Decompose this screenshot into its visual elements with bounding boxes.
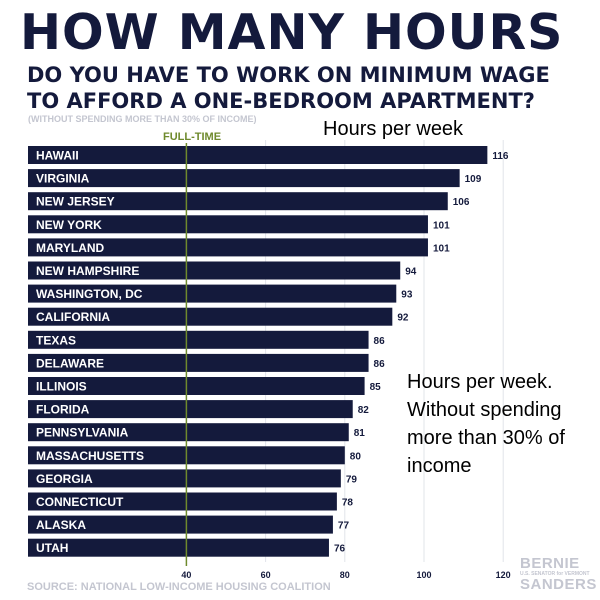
income-note: (WITHOUT SPENDING MORE THAN 30% OF INCOM…	[28, 114, 257, 124]
bar	[28, 261, 401, 280]
logo-name-top: BERNIE	[520, 555, 580, 572]
bar-category-label: NEW JERSEY	[36, 195, 115, 209]
bar-category-label: NEW HAMPSHIRE	[36, 264, 139, 278]
bar	[28, 192, 448, 211]
bar-value-label: 94	[405, 267, 417, 278]
bar	[28, 330, 369, 349]
x-tick-label: 120	[496, 570, 511, 580]
bar-category-label: NEW YORK	[36, 218, 102, 232]
bar-value-label: 76	[334, 544, 346, 555]
bar-value-label: 78	[342, 498, 354, 509]
bar-value-label: 109	[465, 174, 482, 185]
bar-value-label: 86	[374, 336, 386, 347]
x-tick-label: 80	[340, 570, 350, 580]
bar	[28, 307, 393, 326]
bar-category-label: HAWAII	[36, 149, 79, 163]
bar-value-label: 86	[374, 359, 386, 370]
chart-subtitle-line-2: TO AFFORD A ONE-BEDROOM APARTMENT?	[27, 89, 535, 113]
bar-value-label: 82	[358, 405, 370, 416]
side-annotation: Hours per week. Without spending more th…	[407, 371, 565, 477]
bar-value-label: 79	[346, 474, 358, 485]
source-credit: SOURCE: NATIONAL LOW-INCOME HOUSING COAL…	[27, 581, 331, 593]
bar-category-label: WASHINGTON, DC	[36, 287, 143, 301]
bar-category-label: ILLINOIS	[36, 380, 87, 394]
x-tick-label: 60	[261, 570, 271, 580]
bar	[28, 492, 337, 511]
bar-category-label: CONNECTICUT	[36, 495, 124, 509]
logo-tagline: U.S. SENATOR for VERMONT	[520, 571, 590, 577]
bar-category-label: UTAH	[36, 541, 68, 555]
chart-subtitle-line-1: DO YOU HAVE TO WORK ON MINIMUM WAGE	[27, 63, 550, 87]
bar	[28, 284, 397, 303]
bar-category-label: MARYLAND	[36, 241, 105, 255]
bar-value-label: 80	[350, 451, 362, 462]
bar-category-label: FLORIDA	[36, 403, 90, 417]
bar-value-label: 101	[433, 243, 450, 254]
bar	[28, 400, 353, 419]
bar-category-label: GEORGIA	[36, 472, 93, 486]
hours-per-week-annotation: Hours per week	[323, 118, 464, 140]
bar	[28, 515, 333, 534]
bar	[28, 377, 365, 395]
bar	[28, 238, 428, 257]
bar-value-label: 85	[370, 382, 382, 393]
bar-value-label: 101	[433, 220, 450, 231]
bernie-sanders-logo: BERNIE U.S. SENATOR for VERMONT SANDERS	[520, 556, 596, 592]
bar	[28, 353, 369, 372]
bar-category-label: TEXAS	[36, 333, 76, 347]
bar	[28, 469, 341, 488]
bar-value-label: 92	[397, 313, 409, 324]
bar-value-label: 106	[453, 197, 470, 208]
bar	[28, 146, 488, 164]
fulltime-label: FULL-TIME	[163, 131, 222, 143]
bar-value-label: 77	[338, 521, 350, 532]
bar	[28, 169, 460, 188]
bar-category-label: ALASKA	[36, 518, 86, 532]
bar-value-label: 81	[354, 428, 366, 439]
bar-category-label: PENNSYLVANIA	[36, 426, 129, 440]
chart-title: HOW MANY HOURS	[20, 4, 564, 61]
x-tick-label: 100	[416, 570, 431, 580]
bar-value-label: 116	[492, 151, 509, 162]
bar	[28, 538, 329, 557]
bar	[28, 215, 428, 234]
bar	[28, 423, 349, 442]
x-tick-label: 40	[181, 570, 191, 580]
logo-name-bottom: SANDERS	[520, 576, 597, 593]
bar-category-label: VIRGINIA	[36, 172, 90, 186]
bar-category-label: MASSACHUSETTS	[36, 449, 144, 463]
bar-category-label: CALIFORNIA	[36, 310, 110, 324]
bar-value-label: 93	[401, 290, 413, 301]
bar-category-label: DELAWARE	[36, 356, 104, 370]
